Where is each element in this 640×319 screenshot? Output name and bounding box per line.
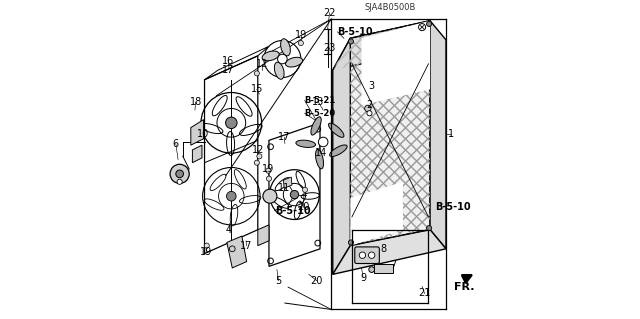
Text: 12: 12 — [252, 145, 264, 155]
Text: 11: 11 — [278, 183, 291, 193]
Circle shape — [369, 267, 374, 272]
Polygon shape — [362, 21, 430, 105]
Text: 21: 21 — [419, 288, 431, 299]
Polygon shape — [191, 120, 204, 145]
Text: 16: 16 — [222, 56, 234, 66]
Circle shape — [177, 179, 182, 184]
Ellipse shape — [316, 149, 324, 169]
Circle shape — [227, 191, 236, 201]
Circle shape — [266, 168, 271, 173]
Polygon shape — [333, 21, 430, 70]
Text: 6: 6 — [173, 138, 179, 149]
Text: 12: 12 — [256, 59, 268, 69]
Ellipse shape — [328, 123, 344, 137]
Circle shape — [278, 54, 287, 64]
Text: 17: 17 — [222, 65, 234, 75]
Circle shape — [298, 41, 303, 46]
Text: 19: 19 — [200, 247, 212, 257]
Circle shape — [369, 252, 375, 258]
Circle shape — [225, 117, 237, 129]
Ellipse shape — [296, 140, 316, 147]
Ellipse shape — [262, 51, 279, 61]
Text: B-5-20: B-5-20 — [305, 109, 336, 118]
Circle shape — [365, 105, 371, 112]
Text: 22: 22 — [323, 8, 336, 18]
Text: 13: 13 — [312, 97, 324, 107]
Circle shape — [303, 187, 308, 192]
Polygon shape — [430, 21, 446, 249]
Circle shape — [204, 243, 209, 248]
Text: 8: 8 — [381, 244, 387, 254]
Circle shape — [348, 39, 353, 44]
Ellipse shape — [285, 57, 303, 67]
Text: 7: 7 — [390, 260, 397, 270]
Text: 18: 18 — [189, 97, 202, 107]
Text: 5: 5 — [275, 276, 282, 286]
Text: 23: 23 — [323, 43, 336, 53]
Polygon shape — [333, 230, 446, 274]
Circle shape — [176, 170, 184, 178]
Ellipse shape — [311, 117, 321, 135]
Text: 15: 15 — [251, 84, 263, 94]
FancyBboxPatch shape — [355, 247, 380, 263]
Ellipse shape — [330, 145, 347, 157]
Text: SJA4B0500B: SJA4B0500B — [365, 4, 416, 12]
Text: 10: 10 — [197, 129, 210, 139]
Text: 20: 20 — [297, 202, 310, 212]
Circle shape — [319, 137, 328, 147]
Circle shape — [254, 71, 259, 76]
Text: 19: 19 — [295, 30, 307, 40]
Text: 1: 1 — [448, 129, 454, 139]
Text: FR.: FR. — [454, 282, 474, 292]
Text: B-5-21: B-5-21 — [305, 96, 336, 105]
Text: 17: 17 — [241, 241, 253, 251]
Circle shape — [426, 226, 431, 231]
Circle shape — [254, 160, 259, 165]
Text: 2: 2 — [366, 100, 372, 110]
Ellipse shape — [280, 39, 291, 56]
Text: 4: 4 — [226, 225, 232, 235]
Circle shape — [291, 190, 299, 199]
Circle shape — [263, 189, 277, 203]
Circle shape — [419, 24, 426, 31]
Text: 20: 20 — [310, 276, 323, 286]
Circle shape — [257, 154, 262, 159]
Polygon shape — [350, 182, 403, 246]
Polygon shape — [227, 236, 246, 268]
Circle shape — [348, 240, 353, 245]
FancyBboxPatch shape — [374, 264, 393, 273]
Circle shape — [170, 164, 189, 183]
Polygon shape — [333, 38, 350, 274]
Polygon shape — [284, 177, 292, 188]
Text: B-5-10: B-5-10 — [337, 27, 373, 37]
Text: 19: 19 — [262, 164, 275, 174]
Text: 17: 17 — [278, 132, 291, 142]
Circle shape — [426, 21, 431, 26]
Polygon shape — [193, 145, 202, 163]
Text: 3: 3 — [369, 81, 375, 91]
Ellipse shape — [275, 62, 284, 79]
Polygon shape — [258, 225, 269, 246]
Circle shape — [266, 176, 271, 181]
Text: B-5-10: B-5-10 — [275, 205, 310, 216]
Circle shape — [359, 252, 365, 258]
Circle shape — [367, 111, 372, 116]
Text: 14: 14 — [314, 148, 327, 158]
Text: 9: 9 — [360, 272, 366, 283]
Polygon shape — [350, 21, 430, 246]
Text: B-5-10: B-5-10 — [435, 202, 471, 212]
